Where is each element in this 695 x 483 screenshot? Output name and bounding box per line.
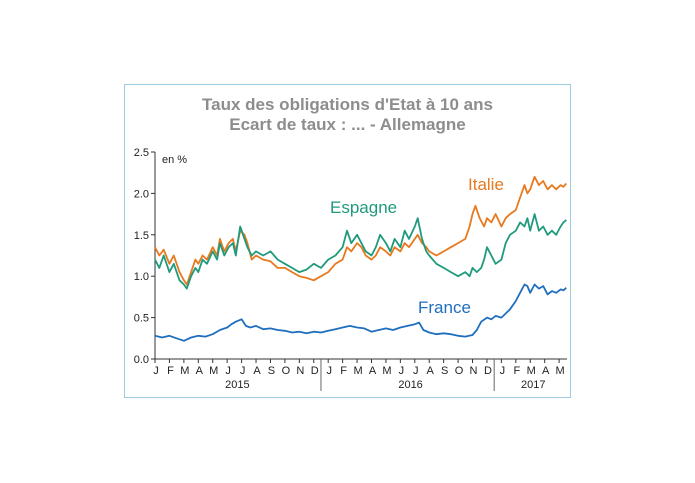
y-tick-label: 0.5 — [134, 313, 149, 325]
y-tick-label: 0.0 — [134, 354, 149, 366]
chart-title: Taux des obligations d'Etat à 10 ans — [202, 95, 493, 114]
month-label: D — [311, 365, 319, 377]
y-tick-label: 1.0 — [134, 271, 149, 283]
month-label: F — [340, 365, 347, 377]
month-label: A — [253, 365, 261, 377]
year-label: 2017 — [521, 379, 545, 391]
month-label: M — [353, 365, 362, 377]
month-label: M — [527, 365, 536, 377]
month-label: J — [500, 365, 506, 377]
y-tick-label: 2.0 — [134, 188, 149, 200]
unit-label: en % — [162, 154, 187, 166]
month-label: A — [369, 365, 377, 377]
series-line-france — [154, 283, 567, 342]
series-label-france: France — [418, 298, 471, 317]
month-label: A — [542, 365, 550, 377]
month-label: F — [167, 365, 174, 377]
month-label: M — [180, 365, 189, 377]
series-label-espagne: Espagne — [330, 198, 397, 217]
month-label: F — [513, 365, 520, 377]
series-label-italie: Italie — [468, 175, 504, 194]
month-label: J — [240, 365, 246, 377]
month-label: J — [326, 365, 332, 377]
y-tick-label: 2.5 — [134, 147, 149, 159]
month-label: O — [282, 365, 291, 377]
year-label: 2016 — [398, 379, 422, 391]
month-label: N — [296, 365, 304, 377]
chart-frame — [124, 84, 571, 398]
month-label: J — [399, 365, 405, 377]
series-line-espagne — [154, 213, 567, 290]
month-label: M — [382, 365, 391, 377]
month-label: A — [427, 365, 435, 377]
month-label: S — [441, 365, 448, 377]
month-label: M — [209, 365, 218, 377]
y-tick-label: 1.5 — [134, 230, 149, 242]
year-label: 2015 — [225, 379, 249, 391]
month-label: O — [455, 365, 464, 377]
month-label: M — [556, 365, 565, 377]
month-label: A — [196, 365, 204, 377]
month-label: J — [153, 365, 159, 377]
month-label: S — [268, 365, 275, 377]
month-label: J — [413, 365, 419, 377]
chart-subtitle: Ecart de taux : ... - Allemagne — [229, 115, 466, 134]
month-label: J — [225, 365, 231, 377]
month-label: D — [484, 365, 492, 377]
series-line-italie — [154, 175, 567, 286]
month-label: N — [470, 365, 478, 377]
